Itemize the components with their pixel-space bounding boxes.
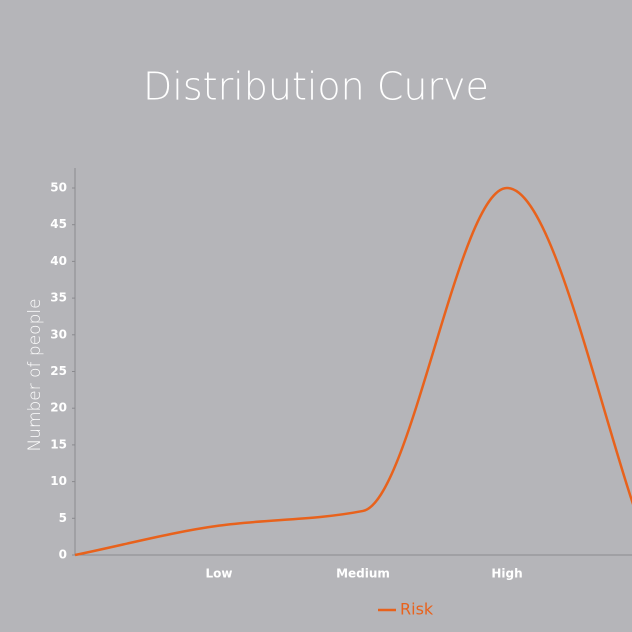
y-tick-label: 15 — [50, 437, 67, 451]
y-tick-label: 35 — [50, 291, 67, 305]
y-tick-label: 25 — [50, 364, 67, 378]
y-tick-label: 5 — [59, 511, 67, 525]
plot-area — [74, 186, 632, 557]
x-tick-label: High — [491, 567, 522, 581]
y-tick-label: 45 — [50, 217, 67, 231]
x-tick-label: Low — [206, 567, 233, 581]
y-tick-label: 30 — [50, 327, 67, 341]
y-axis-label: Number of people — [25, 298, 45, 451]
chart-title: Distribution Curve — [143, 65, 489, 109]
y-tick-label: 10 — [50, 474, 67, 488]
x-tick-label: Medium — [336, 567, 390, 581]
y-tick-label: 50 — [50, 181, 67, 195]
legend-label: Risk — [400, 600, 434, 619]
line — [74, 186, 632, 557]
y-tick-label: 20 — [50, 401, 67, 415]
y-tick-label: 0 — [59, 548, 67, 562]
y-tick-label: 40 — [50, 254, 67, 268]
